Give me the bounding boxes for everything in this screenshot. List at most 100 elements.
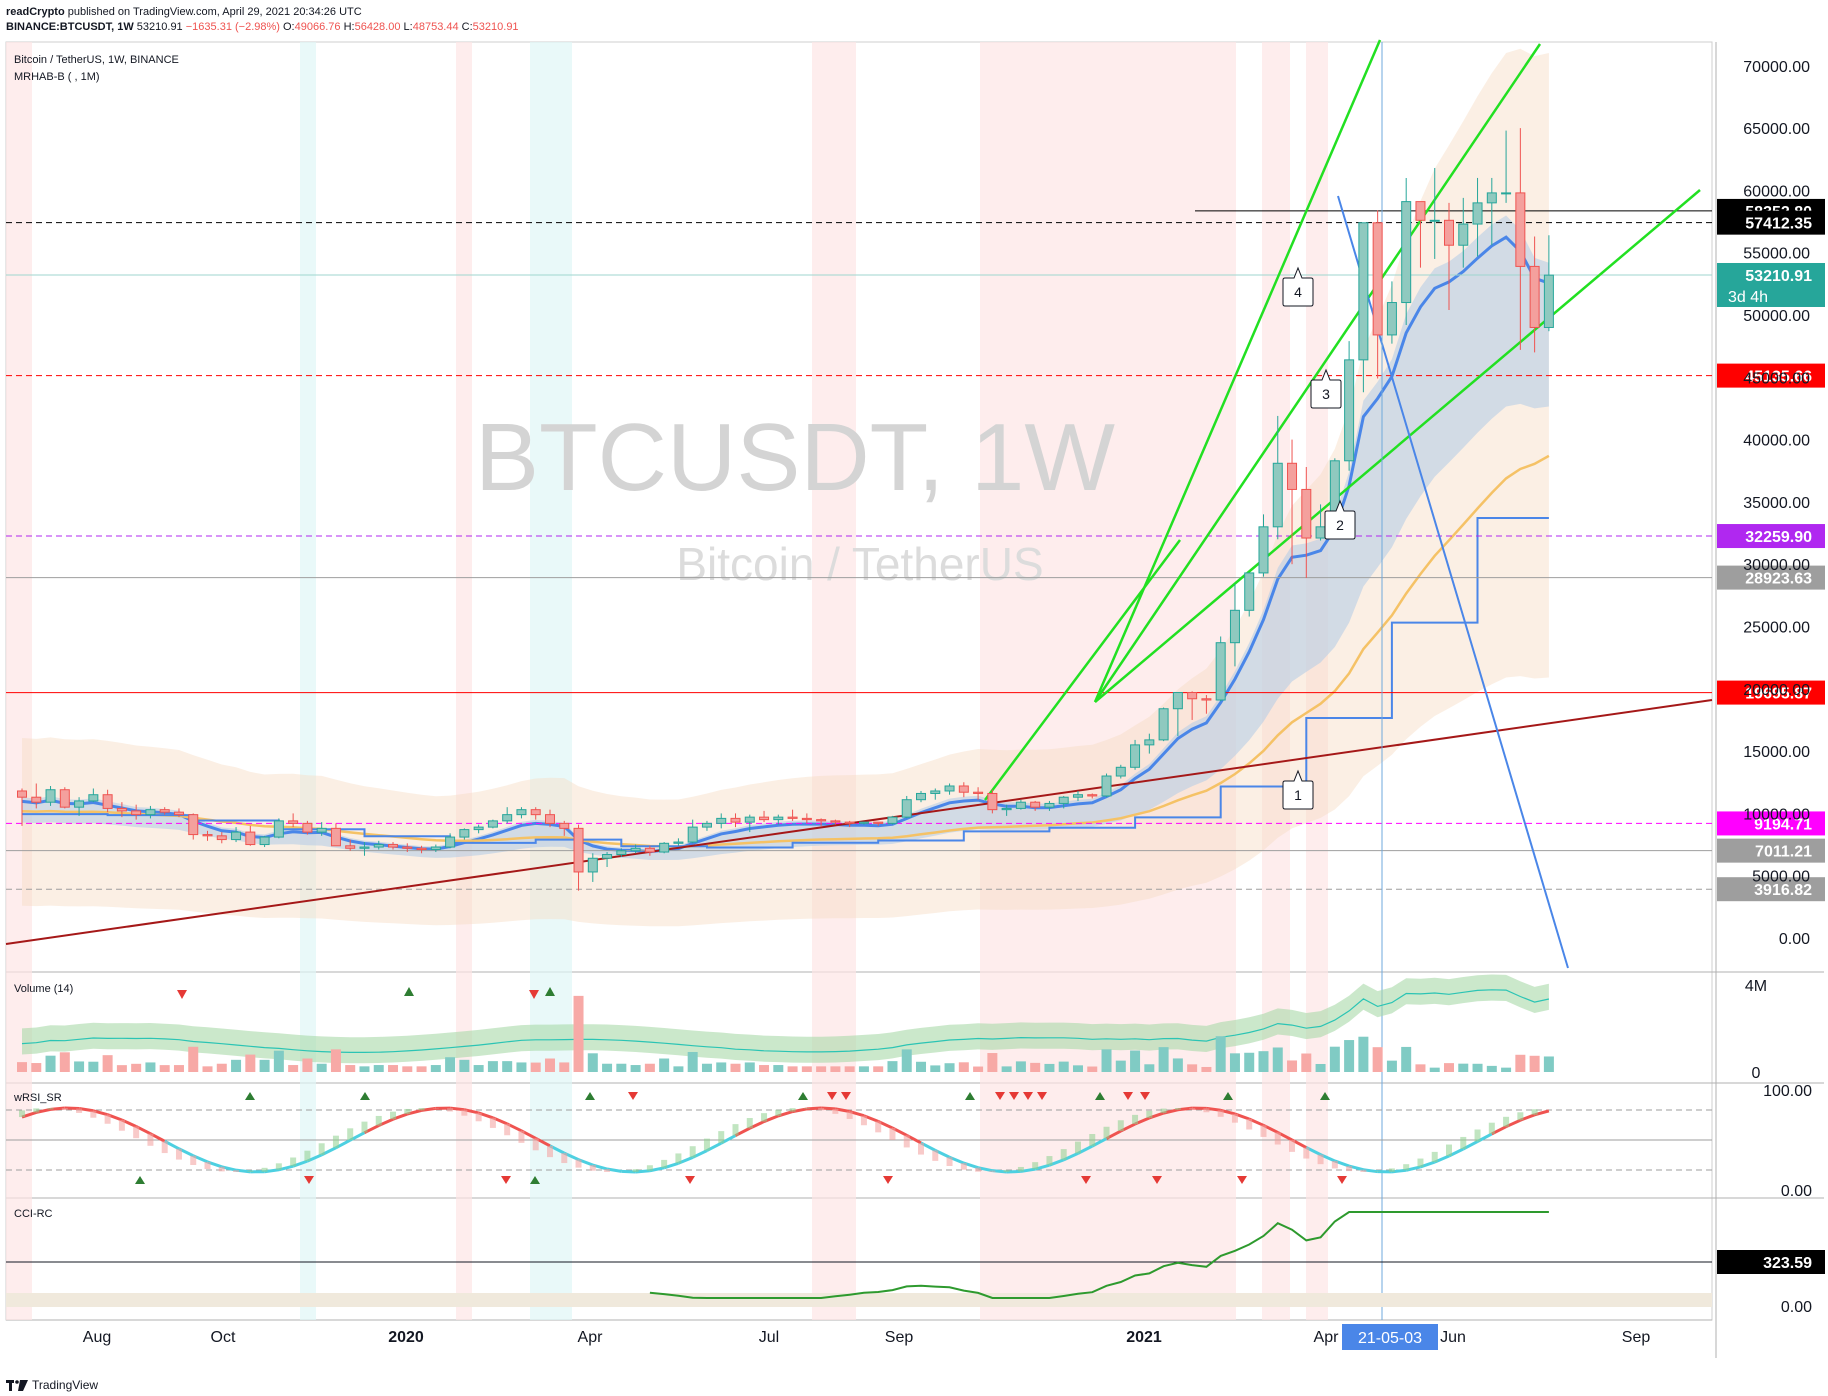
volume-bar (1429, 1067, 1440, 1072)
candle-body (445, 836, 456, 848)
candle-body (573, 827, 584, 873)
volume-bar (644, 1063, 655, 1072)
volume-bar (173, 1065, 184, 1072)
time-tick-label: Sep (1622, 1329, 1651, 1346)
volume-bar (1072, 1065, 1083, 1072)
volume-bar (587, 1053, 598, 1072)
candle-body (930, 790, 941, 794)
volume-bar (330, 1049, 341, 1072)
candle-body (744, 816, 755, 823)
volume-bar (701, 1063, 712, 1072)
volume-bar (216, 1063, 227, 1072)
price-tick-label: 65000.00 (1743, 121, 1810, 138)
annotation-number: 2 (1336, 517, 1344, 533)
price-axis-label: 57412.35 (1745, 216, 1812, 233)
rsi-signal-down-icon (1123, 1092, 1133, 1100)
plot-frame (5, 41, 1713, 1321)
price-axis-label-bg (1717, 524, 1825, 549)
rsi-signal-down-icon (883, 1176, 893, 1184)
rsi-signal-down-icon (1237, 1176, 1247, 1184)
highlight-band (1306, 42, 1328, 1320)
volume-bar (202, 1066, 213, 1072)
volume-bar (416, 1066, 427, 1072)
rsi-tick-label: 0.00 (1781, 1183, 1812, 1200)
candle-body (1229, 609, 1240, 644)
candle-body (359, 846, 370, 849)
volume-bar (987, 1053, 998, 1072)
footer-brand[interactable]: TradingView (32, 1378, 99, 1392)
volume-bar (787, 1066, 798, 1072)
candle-body (973, 791, 984, 794)
volume-bar (1215, 1036, 1226, 1072)
candle-body (231, 831, 242, 841)
volume-bar (373, 1065, 384, 1072)
price-axis-label: 32259.90 (1745, 529, 1812, 546)
cci-tick-label: 0.00 (1781, 1299, 1812, 1316)
candle-body (173, 811, 184, 816)
candle-body (59, 789, 70, 808)
volume-bar (930, 1065, 941, 1072)
candle-body (544, 814, 555, 824)
candle-body (1401, 201, 1412, 304)
volume-bar (916, 1061, 927, 1072)
volume-bar (74, 1061, 85, 1072)
cci-label-bg (1717, 1250, 1825, 1274)
volume-bar (1229, 1053, 1240, 1072)
candle-body (1201, 698, 1212, 701)
candle-body (1429, 219, 1440, 222)
annotation-callout (1282, 266, 1314, 307)
green-fan-line-3 (1093, 43, 1542, 703)
candle-body (1372, 222, 1383, 336)
publisher-name[interactable]: readCrypto (6, 6, 65, 18)
candle-body (673, 841, 684, 844)
volume-bar (1244, 1052, 1255, 1072)
volume-bar (1001, 1066, 1012, 1072)
volume-bar (1044, 1063, 1055, 1072)
annotation-number: 3 (1322, 386, 1330, 402)
candle-body (987, 792, 998, 811)
rsi-signal-up-icon (798, 1092, 808, 1100)
candle-body (416, 847, 427, 851)
watermark-symbol: BTCUSDT, 1W (475, 404, 1115, 511)
candle-body (116, 807, 127, 812)
candle-body (330, 827, 341, 847)
rsi-signal-up-icon (135, 1176, 145, 1184)
volume-bar (445, 1057, 456, 1072)
candle-body (1501, 192, 1512, 195)
candle-body (1287, 462, 1298, 490)
price-axis-label: 19695.87 (1745, 686, 1812, 703)
candle-body (816, 819, 827, 822)
rsi-signal-down-icon (685, 1176, 695, 1184)
volume-bar (487, 1061, 498, 1072)
close-label: C: (461, 21, 473, 33)
time-to-close-label: 3d 4h (1728, 289, 1768, 306)
annotation-number: 1 (1294, 787, 1302, 803)
time-tick-label: Sep (885, 1329, 914, 1346)
volume-bar (844, 1066, 855, 1072)
volume-bar (1301, 1053, 1312, 1072)
volume-bar (345, 1065, 356, 1072)
volume-legend: Volume (14) (14, 983, 73, 995)
open-value: 49066.76 (294, 21, 341, 33)
candle-body (1058, 796, 1069, 804)
rsi-signal-down-icon (1023, 1092, 1033, 1100)
volume-bar (288, 1065, 299, 1072)
candle-body (1344, 359, 1355, 462)
candle-body (901, 799, 912, 818)
candle-body (716, 817, 727, 824)
volume-bar (388, 1065, 399, 1072)
price-axis-label-bg (1717, 565, 1825, 590)
price-tick-label: 20000.00 (1743, 682, 1810, 699)
volume-bar (759, 1065, 770, 1072)
candle-body (1144, 739, 1155, 746)
cci-legend: CCI-RC (14, 1208, 53, 1220)
rsi-signal-down-icon (1152, 1176, 1162, 1184)
candle-body (245, 831, 256, 846)
volume-bar (1201, 1066, 1212, 1072)
volume-bar (131, 1063, 142, 1072)
candle-body (1087, 794, 1098, 797)
volume-bar (602, 1063, 613, 1072)
rsi-signal-up-icon (245, 1092, 255, 1100)
candle-body (1115, 766, 1126, 777)
